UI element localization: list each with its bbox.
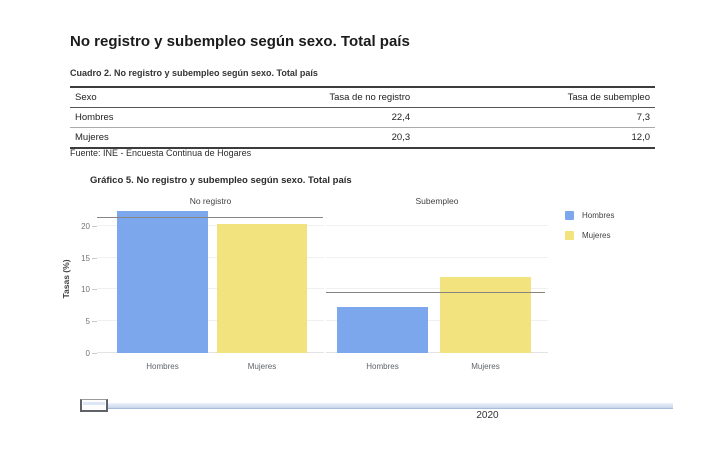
gridline bbox=[97, 224, 324, 226]
gridline bbox=[97, 320, 324, 322]
facet-panel bbox=[326, 206, 548, 353]
gridline bbox=[326, 224, 548, 226]
bar-mujeres-subempleo[interactable] bbox=[440, 276, 531, 353]
reference-line bbox=[326, 291, 545, 293]
cell-no-registro: 20,3 bbox=[391, 132, 411, 143]
legend-label: Mujeres bbox=[582, 231, 611, 240]
slider-handle-grip-icon bbox=[83, 402, 105, 405]
table-row: Hombres 22,4 7,3 bbox=[70, 107, 655, 128]
gridline bbox=[97, 352, 324, 353]
y-tick-mark-icon bbox=[92, 321, 97, 323]
table-caption: Cuadro 2. No registro y subempleo según … bbox=[70, 68, 318, 78]
column-header-subempleo: Tasa de subempleo bbox=[415, 87, 655, 108]
y-tick-label: 0 bbox=[85, 349, 90, 358]
data-table: Sexo Tasa de no registro Tasa de subempl… bbox=[70, 86, 655, 149]
column-header-sexo: Sexo bbox=[70, 87, 304, 108]
chart-title: Gráfico 5. No registro y subempleo según… bbox=[90, 175, 352, 186]
table-row: Mujeres 20,3 12,0 bbox=[70, 128, 655, 149]
cell-subempleo: 12,0 bbox=[631, 132, 651, 143]
gridline bbox=[97, 256, 324, 258]
slider-handle[interactable] bbox=[80, 399, 108, 412]
gridline bbox=[326, 256, 548, 258]
y-tick-label: 20 bbox=[81, 221, 90, 231]
x-category-label: Mujeres bbox=[471, 362, 500, 371]
table-source: Fuente: INE - Encuesta Continua de Hogar… bbox=[70, 148, 252, 158]
y-tick-mark-icon bbox=[92, 257, 97, 259]
legend-swatch-icon bbox=[565, 211, 574, 220]
bar-chart: Tasas (%) 0 5 10 15 20 No registro Hombres Muje… bbox=[0, 190, 719, 390]
cell-sexo: Mujeres bbox=[75, 132, 109, 143]
year-slider: 2020 bbox=[0, 396, 719, 434]
bar-hombres-no-registro[interactable] bbox=[117, 210, 208, 353]
reference-line bbox=[97, 217, 323, 219]
cell-subempleo: 7,3 bbox=[415, 107, 655, 128]
y-tick-mark-icon bbox=[92, 289, 97, 291]
slider-year-label: 2020 bbox=[476, 410, 499, 421]
y-tick-mark-icon bbox=[92, 353, 97, 354]
gridline bbox=[97, 288, 324, 290]
facet-title: No registro bbox=[189, 196, 232, 206]
page-title: No registro y subempleo según sexo. Tota… bbox=[70, 33, 410, 50]
bar-mujeres-no-registro[interactable] bbox=[217, 223, 307, 353]
x-category-label: Hombres bbox=[366, 362, 399, 371]
y-tick-mark-icon bbox=[92, 225, 97, 227]
gridline bbox=[326, 320, 548, 322]
cell-no-registro: 22,4 bbox=[304, 107, 416, 128]
y-tick-label: 15 bbox=[81, 253, 90, 263]
x-category-label: Hombres bbox=[146, 362, 179, 371]
legend-swatch-icon bbox=[565, 231, 574, 240]
table-header-row: Sexo Tasa de no registro Tasa de subempl… bbox=[70, 87, 655, 108]
facet-title: Subempleo bbox=[415, 196, 459, 206]
slider-track[interactable] bbox=[82, 403, 673, 409]
cell-sexo: Hombres bbox=[70, 107, 304, 128]
bar-hombres-subempleo[interactable] bbox=[337, 306, 428, 353]
y-tick-label: 10 bbox=[81, 285, 90, 295]
gridline bbox=[326, 288, 548, 290]
x-category-label: Mujeres bbox=[247, 362, 277, 371]
facet-panel bbox=[97, 206, 324, 353]
gridline bbox=[326, 352, 548, 353]
y-tick-label: 5 bbox=[85, 317, 90, 327]
column-header-no-registro: Tasa de no registro bbox=[304, 87, 416, 108]
legend-label: Hombres bbox=[582, 211, 615, 220]
